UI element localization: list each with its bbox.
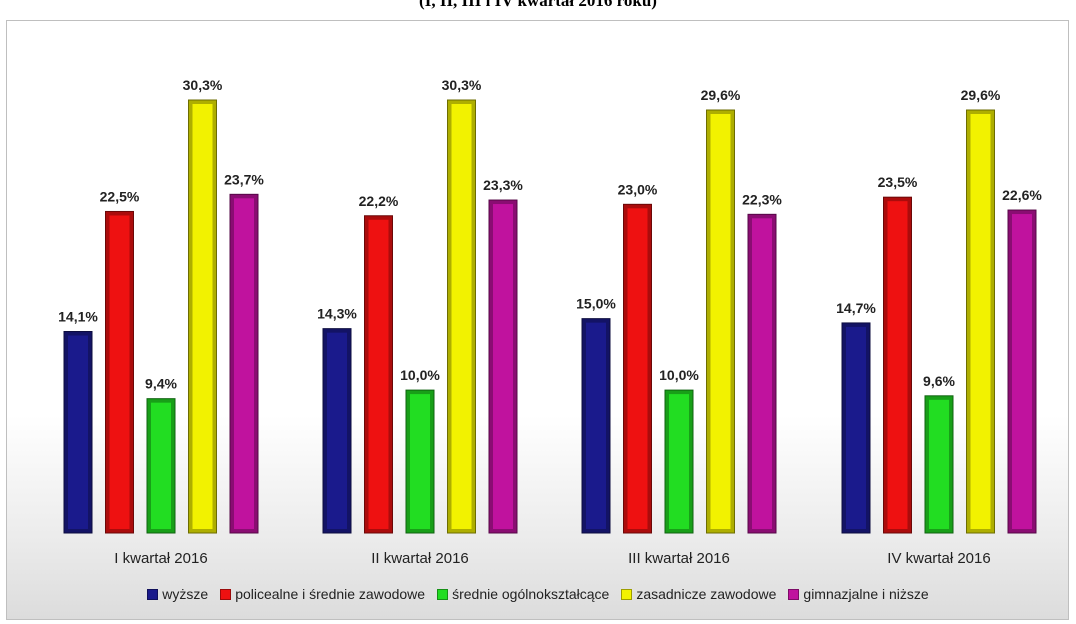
legend-swatch — [788, 588, 800, 600]
data-label: 29,6% — [961, 87, 1001, 103]
data-label: 22,3% — [742, 191, 782, 207]
data-label: 9,6% — [923, 373, 955, 389]
data-label: 23,0% — [618, 181, 658, 197]
legend-item: średnie ogólnokształcące — [437, 586, 609, 602]
legend: wyższe policealne i średnie zawodowe średn… — [0, 586, 1076, 602]
data-label: 10,0% — [400, 367, 440, 383]
bar-face — [493, 204, 513, 529]
data-label: 23,5% — [878, 174, 918, 190]
data-label: 15,0% — [576, 296, 616, 312]
bar-face — [846, 326, 866, 529]
data-label: 14,1% — [58, 309, 98, 325]
data-label: 14,3% — [317, 306, 357, 322]
bar-face — [192, 104, 213, 529]
bar-face — [451, 104, 472, 529]
category-label: III kwartał 2016 — [628, 550, 730, 567]
legend-label: gimnazjalne i niższe — [803, 586, 929, 602]
bar-face — [368, 219, 389, 529]
bar-face — [327, 332, 347, 529]
bar-face — [1012, 214, 1032, 529]
legend-label: zasadnicze zawodowe — [636, 586, 777, 602]
bar-face — [710, 114, 731, 530]
legend-swatch — [437, 588, 449, 600]
category-label: IV kwartał 2016 — [887, 550, 990, 567]
category-label: I kwartał 2016 — [114, 550, 207, 567]
bar-face — [234, 198, 254, 529]
legend-swatch — [220, 588, 232, 600]
data-label: 23,7% — [224, 171, 264, 187]
bar-face — [929, 399, 949, 529]
data-label: 23,3% — [483, 177, 523, 193]
legend-item: wyższe — [147, 586, 208, 602]
data-label: 30,3% — [442, 77, 482, 93]
data-label: 14,7% — [836, 300, 876, 316]
legend-swatch — [147, 588, 159, 600]
bar-face — [752, 218, 772, 529]
data-label: 22,6% — [1002, 187, 1042, 203]
data-label: 9,4% — [145, 376, 177, 392]
legend-label: policealne i średnie zawodowe — [235, 586, 426, 602]
bar-face — [151, 402, 171, 529]
legend-item: zasadnicze zawodowe — [621, 586, 776, 602]
bar-face — [970, 114, 991, 530]
data-label: 29,6% — [701, 87, 741, 103]
data-label: 30,3% — [183, 77, 223, 93]
legend-label: średnie ogólnokształcące — [452, 586, 610, 602]
legend-label: wyższe — [162, 586, 209, 602]
bar-face — [68, 335, 88, 529]
bar-face — [109, 215, 130, 530]
bar-face — [627, 208, 648, 529]
bar-face — [887, 201, 908, 529]
data-label: 10,0% — [659, 367, 699, 383]
legend-item: policealne i średnie zawodowe — [220, 586, 425, 602]
bar-face — [410, 394, 430, 529]
legend-swatch — [621, 588, 633, 600]
chart-title: (I, II, III i IV kwartał 2016 roku) — [419, 0, 657, 10]
data-label: 22,2% — [359, 193, 399, 209]
bar-face — [586, 322, 606, 529]
data-label: 22,5% — [100, 188, 140, 204]
legend-item: gimnazjalne i niższe — [788, 586, 929, 602]
bar-face — [669, 394, 689, 529]
category-label: II kwartał 2016 — [371, 550, 469, 567]
